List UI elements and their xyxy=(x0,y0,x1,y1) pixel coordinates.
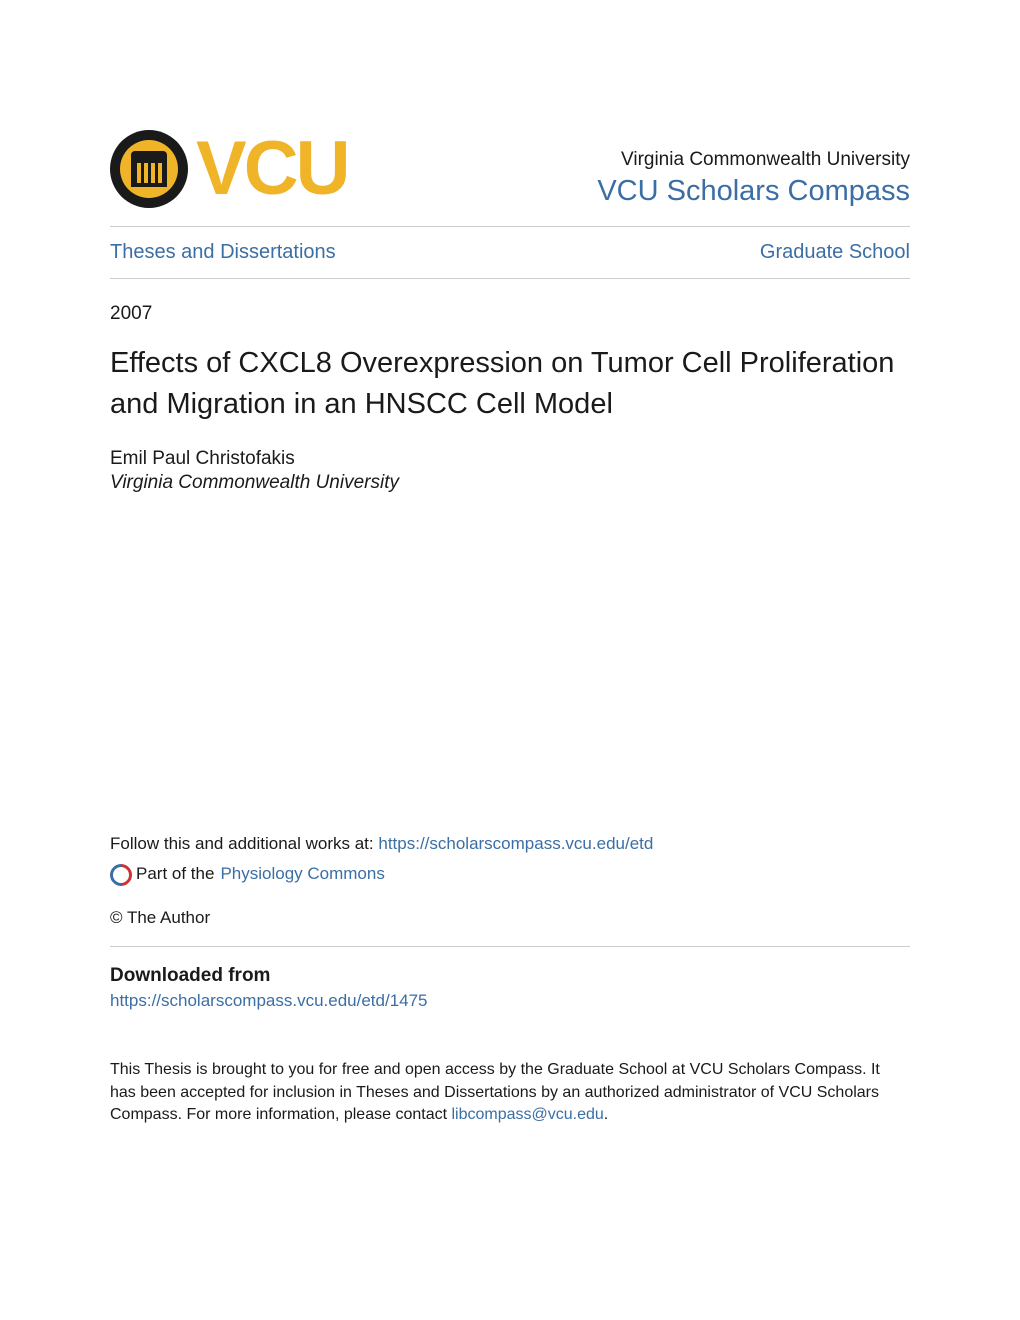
follow-line: Follow this and additional works at: htt… xyxy=(110,834,910,854)
divider xyxy=(110,946,910,947)
author-name: Emil Paul Christofakis xyxy=(110,448,910,470)
university-name: Virginia Commonwealth University xyxy=(597,149,910,171)
copyright-text: © The Author xyxy=(110,908,910,928)
part-of-line: Part of the Physiology Commons xyxy=(110,864,910,884)
header-right: Virginia Commonwealth University VCU Sch… xyxy=(597,149,910,208)
footer-text: This Thesis is brought to you for free a… xyxy=(110,1059,910,1126)
publication-year: 2007 xyxy=(110,303,910,325)
downloaded-heading: Downloaded from xyxy=(110,965,910,987)
article-title: Effects of CXCL8 Overexpression on Tumor… xyxy=(110,343,910,424)
page-header: VCU Virginia Commonwealth University VCU… xyxy=(110,130,910,208)
nav-row: Theses and Dissertations Graduate School xyxy=(110,227,910,278)
theses-link[interactable]: Theses and Dissertations xyxy=(110,241,336,264)
graduate-school-link[interactable]: Graduate School xyxy=(760,241,910,264)
divider xyxy=(110,278,910,279)
author-affiliation: Virginia Commonwealth University xyxy=(110,472,910,494)
content-spacer xyxy=(110,494,910,834)
download-url[interactable]: https://scholarscompass.vcu.edu/etd/1475 xyxy=(110,991,910,1011)
commons-icon xyxy=(110,864,130,884)
repository-name[interactable]: VCU Scholars Compass xyxy=(597,175,910,208)
follow-url[interactable]: https://scholarscompass.vcu.edu/etd xyxy=(378,834,653,853)
follow-prefix: Follow this and additional works at: xyxy=(110,834,378,853)
vcu-logo-text: VCU xyxy=(196,137,347,202)
footer-after: . xyxy=(604,1106,608,1123)
university-seal-icon xyxy=(110,130,188,208)
contact-email[interactable]: libcompass@vcu.edu xyxy=(451,1106,603,1123)
commons-link[interactable]: Physiology Commons xyxy=(220,864,384,884)
logo-section: VCU xyxy=(110,130,347,208)
part-prefix: Part of the xyxy=(136,864,214,884)
seal-building-icon xyxy=(131,151,167,187)
